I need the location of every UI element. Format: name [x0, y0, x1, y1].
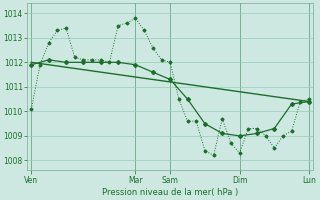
X-axis label: Pression niveau de la mer( hPa ): Pression niveau de la mer( hPa ): [102, 188, 238, 197]
